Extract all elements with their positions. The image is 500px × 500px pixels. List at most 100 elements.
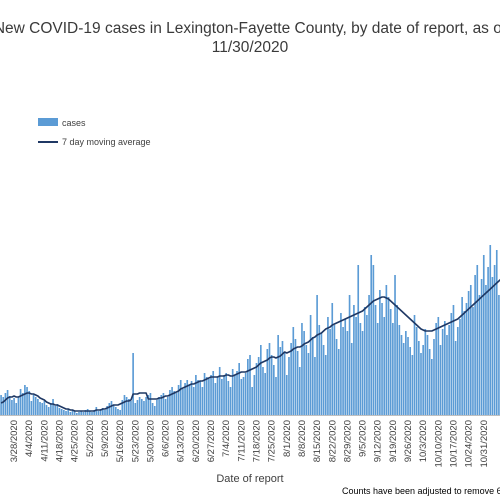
cases-bar [383, 317, 386, 415]
x-tick-label: 7/18/2020 [251, 420, 262, 462]
legend-label-moving-average: 7 day moving average [62, 137, 151, 147]
cases-bar [19, 389, 22, 415]
cases-bar [234, 375, 236, 415]
cases-bar [368, 295, 370, 415]
cases-bar [357, 265, 360, 415]
cases-bar [179, 380, 182, 415]
cases-bar [184, 383, 186, 415]
cases-bar [192, 387, 195, 415]
cases-bar [227, 381, 230, 415]
cases-bar [201, 387, 204, 415]
x-tick-label: 10/17/2020 [448, 420, 459, 468]
cases-bar [415, 327, 418, 415]
cases-bar [290, 343, 292, 415]
cases-bar [405, 331, 407, 415]
cases-bar [110, 401, 113, 415]
cases-bar [80, 411, 82, 415]
cases-bar [376, 323, 379, 415]
cases-bar [465, 303, 468, 415]
cases-bar [58, 408, 61, 415]
cases-bar [123, 395, 126, 415]
cases-bar [195, 375, 197, 415]
cases-bar [309, 315, 312, 415]
x-tick-label: 4/25/2020 [70, 420, 81, 462]
x-tick-label: 6/20/2020 [191, 420, 202, 462]
cases-bar [463, 311, 466, 415]
cases-bar [24, 385, 26, 415]
cases-bar [456, 327, 459, 415]
x-tick-label: 4/11/2020 [39, 420, 50, 462]
cases-bar [236, 371, 238, 415]
cases-bar [454, 341, 457, 415]
cases-bar [366, 315, 368, 415]
cases-bar [91, 412, 93, 415]
x-tick-label: 8/29/2020 [342, 420, 353, 462]
cases-bar [60, 409, 63, 415]
cases-bar [255, 363, 258, 415]
cases-bar [130, 401, 132, 415]
cases-bar [127, 399, 130, 415]
cases-bar [303, 331, 305, 415]
x-tick-label: 5/16/2020 [115, 420, 126, 462]
cases-bar [32, 395, 35, 415]
cases-bar [422, 345, 424, 415]
cases-bar [361, 331, 364, 415]
cases-bar [418, 341, 420, 415]
cases-bar [8, 396, 11, 415]
cases-bar [350, 343, 353, 415]
cases-bar [63, 410, 65, 415]
cases-bar [166, 397, 169, 415]
cases-bar [45, 405, 48, 415]
cases-bar [307, 353, 310, 415]
cases-bar [431, 359, 433, 415]
cases-bar [208, 379, 210, 415]
cases-bar [262, 367, 264, 415]
cases-bar [482, 255, 485, 415]
cases-bar [495, 250, 498, 415]
cases-bar [244, 373, 247, 415]
cases-bar [316, 295, 318, 415]
cases-bar [37, 399, 39, 415]
x-tick-label: 3/28/2020 [9, 420, 20, 462]
cases-bar [346, 331, 349, 415]
cases-bar [153, 406, 156, 415]
cases-bar [478, 295, 481, 415]
cases-bar [15, 403, 18, 415]
cases-bar [158, 397, 160, 415]
cases-bar [177, 385, 180, 415]
cases-bar [2, 397, 5, 415]
cases-bar [132, 353, 134, 415]
x-tick-label: 10/24/2020 [464, 420, 475, 468]
cases-bar [82, 412, 85, 415]
cases-bar [333, 325, 336, 415]
cases-bar [320, 333, 323, 415]
cases-bar [266, 349, 269, 415]
cases-bar [331, 303, 334, 415]
cases-bar [50, 403, 52, 415]
cases-bar [136, 400, 139, 415]
x-tick-label: 9/19/2020 [388, 420, 399, 462]
cases-bar [11, 400, 13, 415]
cases-bar [223, 375, 225, 415]
cases-bar [147, 395, 150, 415]
cases-bar [106, 406, 108, 415]
cases-bar [84, 410, 87, 415]
cases-bar [372, 265, 375, 415]
cases-bar [318, 325, 321, 415]
cases-bar [335, 339, 338, 415]
cases-bar [448, 325, 450, 415]
cases-bar [411, 355, 414, 415]
cases-bar [268, 343, 271, 415]
cases-bar [164, 399, 167, 415]
x-tick-label: 4/18/2020 [55, 420, 66, 462]
cases-bar [443, 321, 446, 415]
cases-bar [396, 305, 399, 415]
cases-bar [260, 345, 262, 415]
x-tick-label: 5/9/2020 [100, 420, 111, 457]
cases-bar [231, 369, 234, 415]
cases-bar [125, 397, 128, 415]
cases-bar [47, 407, 50, 415]
cases-bar [143, 401, 145, 415]
cases-bar [69, 412, 72, 415]
chart-title-line-1: New COVID-19 cases in Lexington-Fayette … [0, 20, 500, 37]
